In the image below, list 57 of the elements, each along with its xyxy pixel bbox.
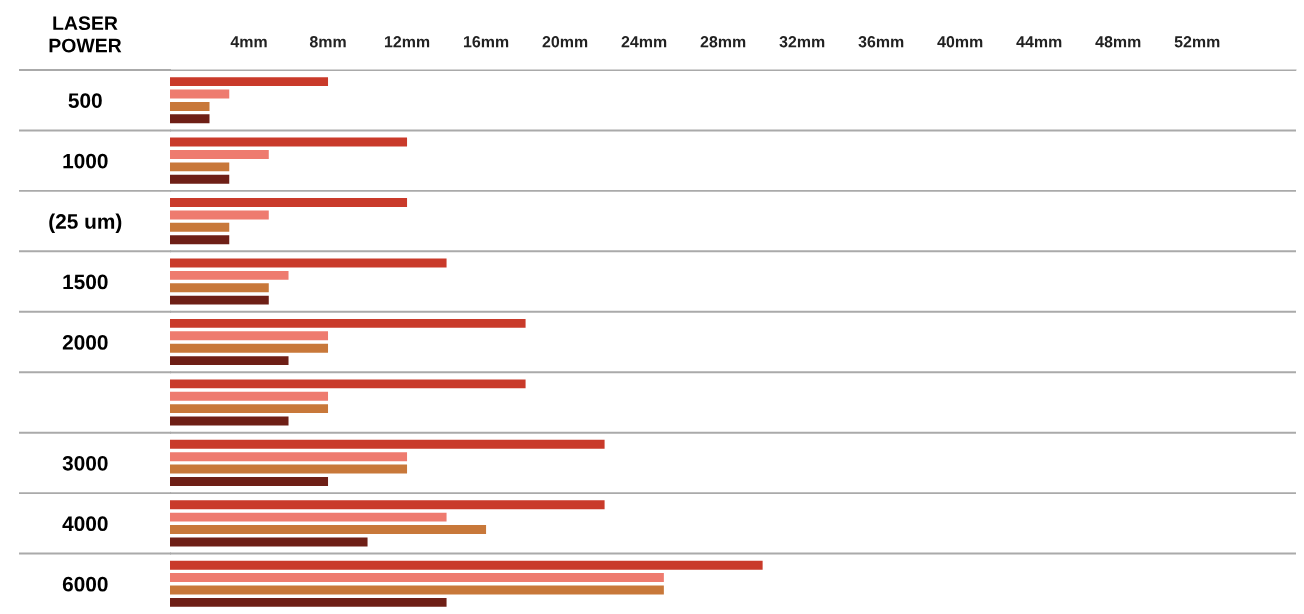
bar	[170, 573, 664, 583]
bar	[170, 114, 210, 124]
bar	[170, 343, 329, 353]
x-tick-label: 16mm	[463, 36, 509, 48]
bar	[170, 404, 329, 414]
x-tick-label: 44mm	[1016, 36, 1062, 48]
bar	[170, 235, 230, 245]
bar	[170, 150, 269, 159]
x-tick-label: 48mm	[1095, 36, 1141, 48]
bar	[170, 597, 447, 607]
bar	[170, 379, 526, 389]
bar	[170, 500, 605, 510]
bar	[170, 137, 408, 147]
y-tick-label: 1000	[63, 153, 108, 169]
bar	[170, 439, 605, 449]
bar	[170, 525, 487, 534]
x-tick-label: 28mm	[700, 36, 746, 48]
bar	[170, 585, 664, 595]
x-tick-label: 36mm	[858, 36, 904, 48]
bar	[170, 77, 329, 87]
bar	[170, 452, 408, 462]
bar	[170, 162, 230, 172]
bar	[170, 101, 210, 111]
bar	[170, 270, 289, 280]
y-tick-label: 2000	[62, 335, 108, 350]
x-tick-label: 20mm	[542, 36, 588, 48]
x-tick-label: 40mm	[937, 36, 983, 48]
bar	[170, 174, 230, 184]
bar	[170, 477, 329, 486]
y-tick-label: 3000	[62, 455, 108, 471]
y-tick-label: 500	[68, 93, 102, 108]
bar	[170, 560, 763, 570]
y-tick-label: 1500	[63, 274, 108, 290]
bar	[170, 416, 289, 426]
x-tick-label: 24mm	[621, 36, 667, 48]
bar	[170, 258, 447, 268]
bar	[170, 295, 269, 305]
bar	[170, 537, 368, 547]
bar	[170, 318, 526, 328]
bar	[170, 222, 230, 232]
bar	[170, 356, 289, 366]
x-tick-label: 52mm	[1174, 36, 1220, 48]
x-tick-label: 32mm	[779, 36, 825, 48]
y-axis-title: LASER POWER	[49, 16, 122, 53]
y-tick-label: 4000	[62, 516, 108, 532]
bar	[170, 331, 329, 341]
bar	[170, 283, 269, 293]
y-tick-label: 6000	[62, 576, 108, 592]
y-tick-label: (25 um)	[49, 213, 122, 233]
bar	[170, 512, 447, 522]
bar	[170, 210, 269, 220]
x-tick-label: 8mm	[309, 36, 346, 48]
x-tick-label: 4mm	[230, 36, 267, 48]
bar	[170, 464, 408, 474]
bar	[170, 198, 408, 207]
x-tick-label: 12mm	[384, 36, 430, 48]
bar	[170, 391, 329, 401]
